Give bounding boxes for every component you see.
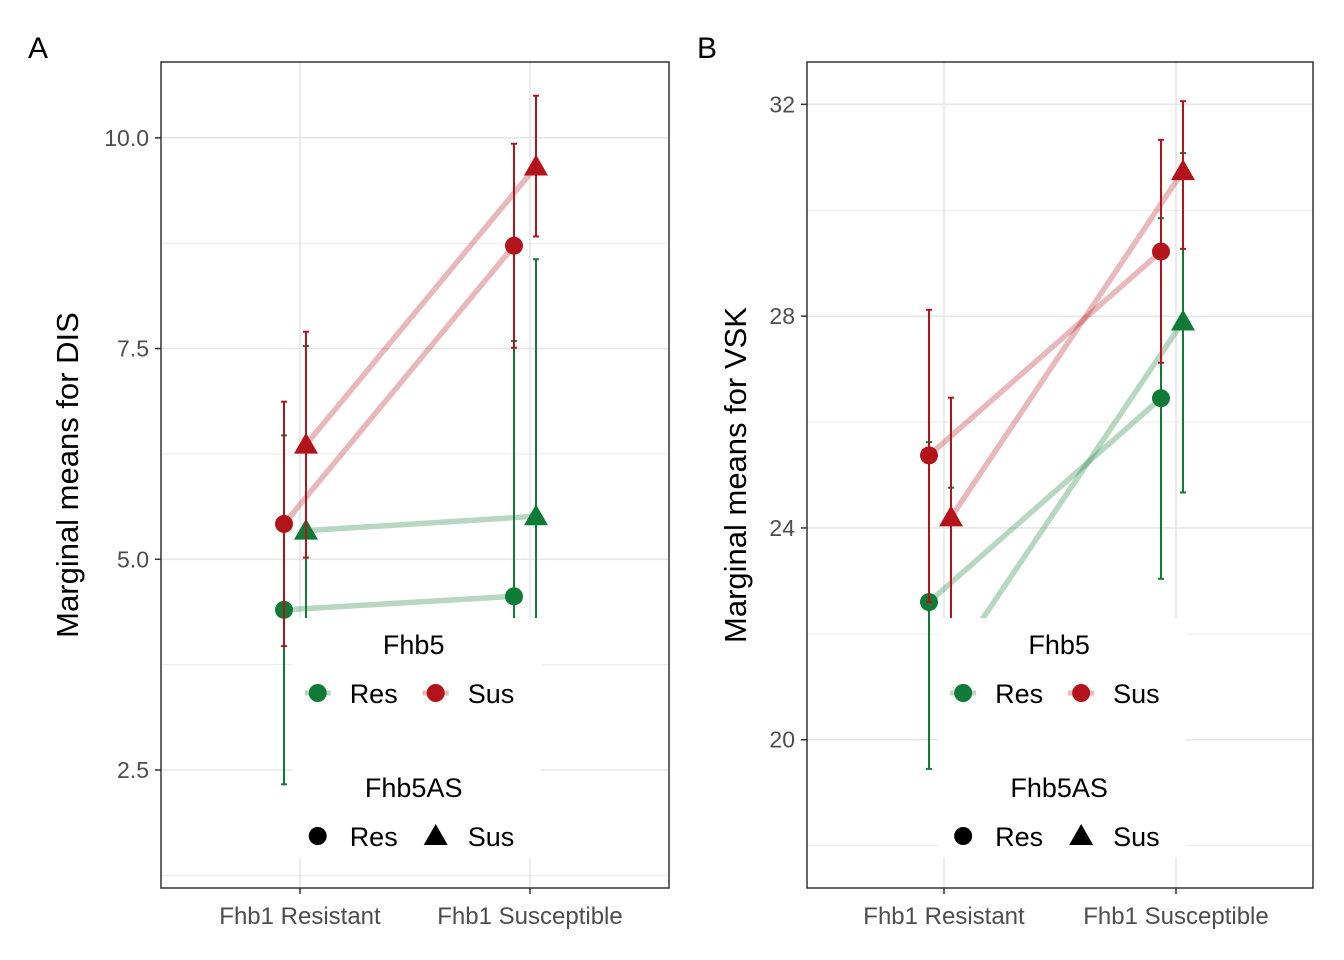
panel-border — [806, 61, 1314, 889]
legend-key-circle — [954, 827, 973, 845]
legend-label: Res — [350, 679, 398, 709]
legend-item-res: Res — [950, 679, 1043, 709]
legend-label: Sus — [468, 822, 515, 852]
data-point-circle — [1152, 242, 1170, 261]
y-tick-label: 10.0 — [104, 125, 149, 151]
x-tick-label: Fhb1 Resistant — [863, 903, 1025, 930]
legend-item-sus: Sus — [423, 822, 515, 852]
legend-item-sus: Sus — [1068, 679, 1160, 709]
series-line — [305, 513, 537, 534]
legend-title-fhb5: Fhb5 — [1028, 630, 1090, 660]
legend-key-circle — [308, 684, 327, 702]
panel-b: 20 24 28 32 Fhb1 Resistant Fhb1 Susceptible Ma… — [697, 32, 1314, 930]
data-point-circle — [1152, 389, 1170, 408]
x-tick-label: Fhb1 Susceptible — [1083, 903, 1268, 930]
legend-key-triangle — [1069, 824, 1094, 845]
legend-item-res: Res — [954, 822, 1043, 852]
data-point-triangle — [524, 154, 548, 176]
legend-label: Sus — [1113, 822, 1160, 852]
legend-key-circle — [954, 684, 973, 702]
legend-background — [938, 618, 1187, 858]
series-line — [283, 593, 515, 613]
legend-label: Sus — [1113, 679, 1160, 709]
y-tick-label: 32 — [769, 91, 795, 117]
legend-label: Sus — [468, 679, 515, 709]
y-axis-label: Marginal means for DIS — [50, 312, 85, 638]
data-point-triangle — [939, 505, 963, 527]
data-point-triangle — [294, 432, 318, 454]
data-point-triangle — [524, 504, 548, 526]
series-line — [927, 249, 1163, 458]
y-tick-label: 20 — [769, 727, 795, 753]
y-tick-label: 7.5 — [117, 336, 149, 362]
data-point-circle — [505, 587, 523, 606]
legend-item-res: Res — [304, 679, 398, 709]
legend-item-res: Res — [308, 822, 398, 852]
legend-item-sus: Sus — [422, 679, 515, 709]
y-tick-label: 24 — [769, 515, 795, 541]
panel-border — [160, 61, 670, 889]
y-tick-label: 5.0 — [117, 546, 149, 572]
data-point-triangle — [1171, 309, 1195, 331]
legend-title-fhb5as: Fhb5AS — [365, 773, 463, 803]
legend-label: Res — [995, 679, 1043, 709]
series-line — [927, 396, 1163, 605]
legend-title-fhb5: Fhb5 — [383, 630, 445, 660]
series-line — [281, 243, 517, 526]
data-point-circle — [275, 514, 293, 533]
y-tick-label: 28 — [769, 303, 795, 329]
series-line — [948, 319, 1186, 668]
x-tick-label: Fhb1 Resistant — [219, 903, 381, 930]
panel-tag: B — [697, 32, 717, 65]
data-point-circle — [920, 446, 938, 465]
x-tick-label: Fhb1 Susceptible — [437, 903, 622, 930]
legend-key-circle — [308, 827, 327, 845]
legend-key-circle — [1072, 684, 1091, 702]
panel-tag: A — [28, 32, 48, 65]
legend-title-fhb5as: Fhb5AS — [1010, 773, 1108, 803]
legend-label: Res — [350, 822, 398, 852]
legend-key-triangle — [423, 824, 448, 845]
legend-key-circle — [426, 684, 445, 702]
legend-background — [292, 618, 541, 858]
legend-label: Res — [995, 822, 1043, 852]
data-point-circle — [505, 236, 523, 255]
series-line — [303, 164, 539, 447]
panel-a: 2.5 5.0 7.5 10.0 Fhb1 Resistant Fhb1 Suscepti… — [28, 32, 670, 930]
legend-item-sus: Sus — [1069, 822, 1160, 852]
y-tick-label: 2.5 — [117, 757, 149, 783]
data-point-triangle — [1171, 159, 1195, 181]
series-line — [948, 169, 1186, 519]
y-axis-label: Marginal means for VSK — [718, 307, 753, 643]
